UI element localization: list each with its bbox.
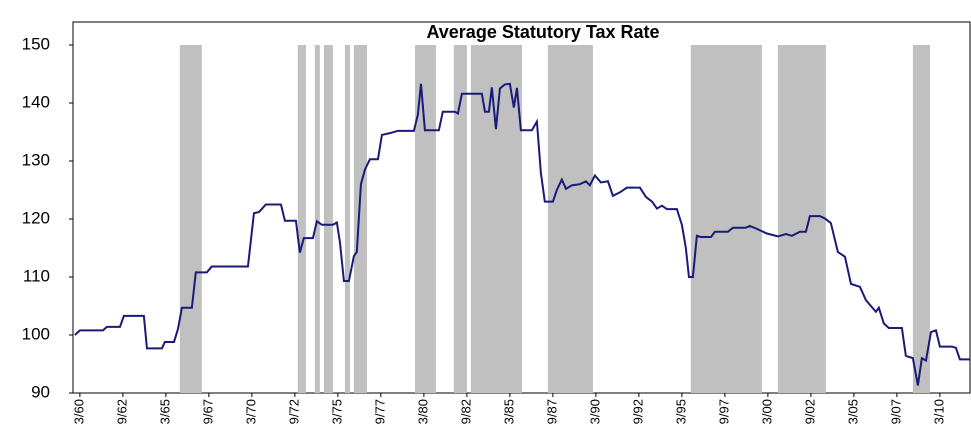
- x-tick-label: 3/80: [415, 399, 430, 424]
- x-tick-label: 3/00: [759, 399, 774, 424]
- shaded-period: [470, 45, 522, 393]
- x-tick-label: 3/65: [157, 399, 172, 424]
- series-line: [74, 82, 970, 386]
- shaded-period: [912, 45, 930, 393]
- x-tick-label: 9/82: [458, 399, 473, 424]
- shaded-period: [179, 45, 202, 393]
- x-tick-label: 3/70: [243, 399, 258, 424]
- shaded-period: [690, 45, 762, 393]
- shaded-period: [344, 45, 350, 393]
- x-tick-label: 3/90: [587, 399, 602, 424]
- x-tick-label: 9/07: [888, 399, 903, 424]
- x-tick-label: 9/72: [286, 399, 301, 424]
- x-tick-label: 9/92: [630, 399, 645, 424]
- x-tick-label: 9/02: [802, 399, 817, 424]
- x-tick-label: 3/75: [329, 399, 344, 424]
- shaded-period: [297, 45, 306, 393]
- x-tick-label: 3/95: [673, 399, 688, 424]
- shaded-period: [547, 45, 593, 393]
- y-tick-label: 120: [22, 208, 50, 227]
- shaded-period: [777, 45, 826, 393]
- y-tick-label: 100: [22, 324, 50, 343]
- x-tick-label: 9/67: [200, 399, 215, 424]
- y-tick-label: 130: [22, 150, 50, 169]
- y-tick-label: 140: [22, 92, 50, 111]
- y-tick-label: 150: [22, 34, 50, 53]
- y-tick-label: 110: [23, 266, 50, 285]
- x-tick-label: 3/60: [71, 399, 86, 424]
- x-tick-label: 3/85: [501, 399, 516, 424]
- x-tick-label: 9/77: [372, 399, 387, 424]
- shaded-period: [323, 45, 333, 393]
- x-tick-label: 3/10: [931, 399, 946, 424]
- x-tick-label: 9/87: [544, 399, 559, 424]
- chart-title: Average Statutory Tax Rate: [426, 22, 659, 42]
- shaded-period: [453, 45, 467, 393]
- x-tick-label: 9/97: [716, 399, 731, 424]
- shaded-period: [414, 45, 436, 393]
- shaded-period: [353, 45, 367, 393]
- shaded-period: [314, 45, 320, 393]
- x-tick-label: 9/62: [114, 399, 129, 424]
- x-tick-label: 3/05: [845, 399, 860, 424]
- y-tick-label: 90: [31, 382, 50, 401]
